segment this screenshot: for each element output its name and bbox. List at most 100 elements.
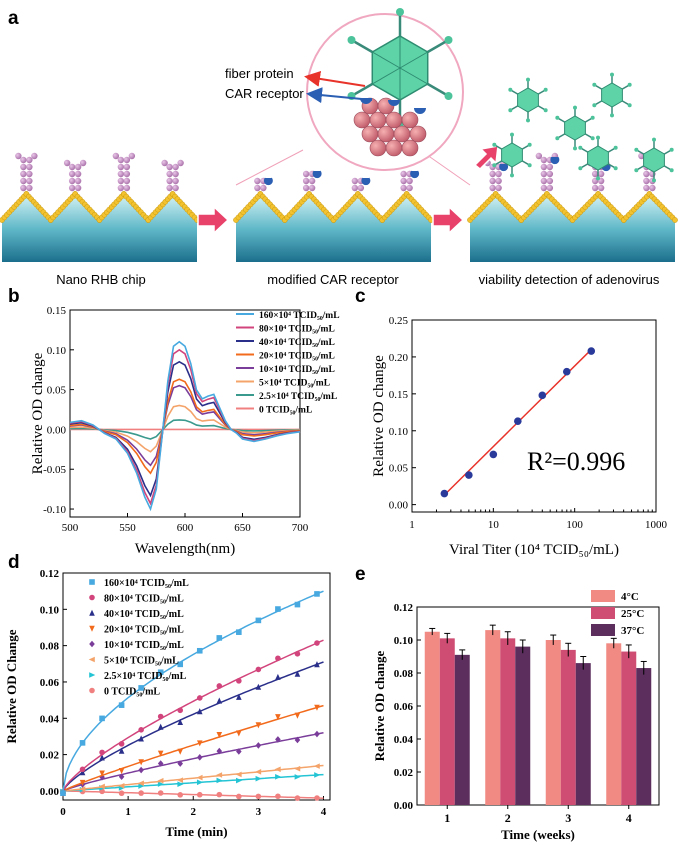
capsid [587, 145, 609, 171]
fiber-knob [590, 136, 595, 141]
series-line [69, 419, 301, 440]
fiber-spike [350, 38, 373, 54]
fiber-knob [508, 108, 513, 113]
data-point [157, 713, 164, 720]
data-point [177, 718, 184, 726]
bead [546, 177, 554, 185]
x-tick-label: 500 [62, 522, 79, 534]
y-tick-label: 0.10 [394, 635, 414, 647]
bar [545, 640, 561, 805]
y-tick-label: 0.00 [394, 800, 414, 812]
bead [406, 177, 413, 185]
capsid [564, 115, 586, 141]
car-receptor-icon [550, 156, 560, 165]
fit-curve [62, 661, 324, 792]
bead [15, 152, 22, 160]
series-line [69, 404, 301, 453]
data-point [157, 777, 164, 784]
data-point [89, 594, 95, 601]
data-point [236, 793, 242, 800]
fiber-spike [427, 38, 450, 54]
data-point [79, 786, 86, 792]
data-point [236, 629, 242, 635]
bead [20, 163, 27, 171]
bead [540, 170, 548, 178]
fiber-knob [573, 146, 577, 151]
bead [254, 177, 261, 185]
y-axis-label: Relative OD change [30, 352, 46, 474]
series-line [69, 360, 301, 498]
data-point [294, 736, 301, 744]
data-point [275, 773, 282, 780]
bead [31, 152, 38, 160]
y-tick-label: 0.08 [40, 641, 60, 653]
x-tick-label: 650 [234, 522, 251, 534]
data-point [465, 471, 473, 479]
data-point [255, 617, 262, 624]
data-point [196, 708, 203, 715]
data-point [196, 647, 203, 654]
fiber-knob [627, 82, 632, 87]
plot-frame [62, 572, 331, 801]
fiber-knob [613, 145, 618, 150]
data-point [313, 763, 320, 769]
fiber-knob [590, 115, 595, 120]
data-point [138, 759, 144, 766]
legend-label: 160×10⁴ TCID₅₀/mL [104, 578, 189, 589]
bead [351, 177, 359, 185]
series-line [69, 384, 301, 467]
bead [260, 184, 267, 192]
bead [308, 177, 316, 185]
bead [540, 163, 548, 171]
r-squared-annotation: R²=0.996 [527, 447, 625, 476]
fiber-knob [526, 118, 530, 123]
panel-b-chart: b -0.10 -0.05 0.00 0.05 0.10 0.15 500 550 600 650 7… [8, 286, 340, 557]
data-point [255, 742, 262, 749]
data-point [157, 723, 164, 730]
data-point [314, 704, 320, 711]
bead [591, 170, 599, 178]
panel-e-chart: e 0.00 0.02 0.04 0.06 0.08 0.10 0.12 1 2 3 4 Time (w… [355, 564, 660, 842]
fiber-knob [555, 115, 560, 120]
bead [20, 177, 27, 185]
bead [540, 177, 548, 185]
data-point [118, 747, 125, 754]
legend-label: 4°C [621, 591, 639, 603]
series-line [69, 340, 301, 512]
data-point [196, 740, 203, 747]
bead-large [409, 125, 427, 143]
data-point [99, 754, 105, 761]
bead [172, 184, 179, 192]
fiber-knob [526, 77, 530, 82]
x-tick-label: 10 [488, 519, 500, 531]
data-point [440, 489, 449, 498]
fiber-knob [543, 108, 548, 113]
data-point [138, 766, 144, 774]
car-receptor-icon [414, 108, 426, 114]
data-point [562, 367, 571, 376]
data-point [275, 673, 281, 680]
y-tick-label: 0.12 [394, 602, 414, 614]
bar [575, 663, 591, 805]
legend-swatch [591, 607, 615, 619]
adenovirus-icon [555, 105, 595, 151]
data-point [489, 450, 498, 459]
fiber-knob [508, 87, 513, 92]
data-point [177, 748, 184, 755]
data-point [118, 741, 125, 747]
chip-stage-1 [0, 152, 200, 262]
bead [546, 170, 554, 178]
data-point [216, 747, 223, 755]
bead [357, 184, 365, 192]
fiber-knob [578, 145, 583, 150]
car-receptor-icon [388, 100, 400, 106]
data-point [255, 683, 262, 690]
bead [63, 159, 71, 167]
fiber-knob [613, 166, 618, 171]
data-point [255, 666, 262, 673]
panel-a: a fiber protein CAR receptor Nano RHB ch… [0, 8, 678, 287]
data-point [294, 774, 301, 780]
capsid-edge [399, 51, 428, 69]
data-point [275, 655, 281, 662]
chip-stage-3 [467, 152, 678, 262]
